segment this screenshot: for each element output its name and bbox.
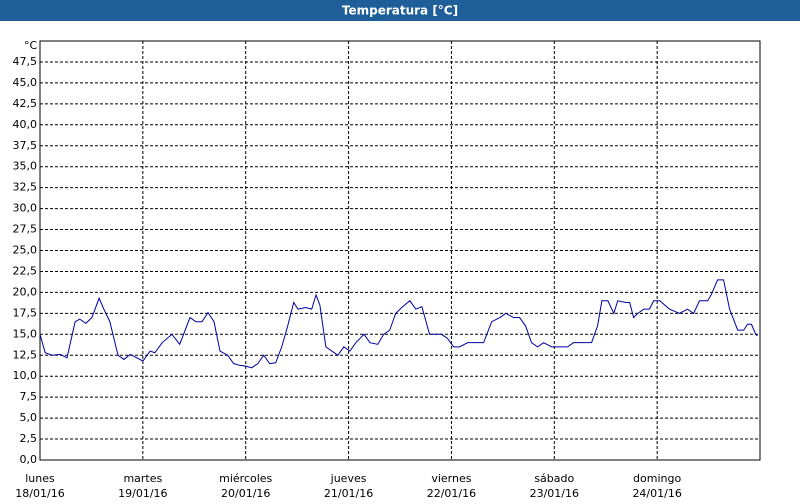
y-tick-label: 15,0 [13, 327, 38, 340]
y-unit: °C [24, 39, 38, 52]
x-tick-date: 24/01/16 [632, 487, 681, 500]
y-tick-label: 5,0 [20, 411, 38, 424]
y-tick-label: 7,5 [20, 390, 38, 403]
x-tick-date: 20/01/16 [221, 487, 270, 500]
x-tick-label: miércoles [219, 472, 272, 485]
y-tick-label: 32,5 [13, 181, 38, 194]
x-tick-label: jueves [330, 472, 367, 485]
x-tick-label: domingo [633, 472, 681, 485]
x-tick-date: 21/01/16 [324, 487, 373, 500]
y-tick-label: 0,0 [20, 453, 38, 466]
y-tick-label: 35,0 [13, 160, 38, 173]
y-tick-label: 20,0 [13, 285, 38, 298]
y-tick-label: 37,5 [13, 139, 38, 152]
y-tick-label: 45,0 [13, 76, 38, 89]
x-tick-date: 19/01/16 [118, 487, 167, 500]
y-tick-label: 10,0 [13, 369, 38, 382]
x-tick-date: 23/01/16 [530, 487, 579, 500]
y-tick-label: 30,0 [13, 202, 38, 215]
y-tick-label: 17,5 [13, 306, 38, 319]
x-tick-label: martes [123, 472, 162, 485]
title-bar [0, 0, 800, 21]
x-tick-label: lunes [25, 472, 55, 485]
y-tick-label: 12,5 [13, 348, 38, 361]
plot-border [39, 40, 761, 461]
chart-title: Temperatura [°C] [342, 4, 458, 18]
y-tick-label: 40,0 [13, 118, 38, 131]
y-tick-label: 47,5 [13, 55, 38, 68]
x-tick-label: sábado [534, 472, 574, 485]
y-tick-label: 42,5 [13, 97, 38, 110]
x-tick-date: 22/01/16 [427, 487, 476, 500]
y-tick-label: 2,5 [20, 432, 38, 445]
line-series [39, 279, 758, 369]
y-tick-label: 25,0 [13, 244, 38, 257]
y-tick-label: 22,5 [13, 264, 38, 277]
x-tick-date: 18/01/16 [15, 487, 64, 500]
y-tick-label: 27,5 [13, 223, 38, 236]
x-tick-label: viernes [431, 472, 471, 485]
